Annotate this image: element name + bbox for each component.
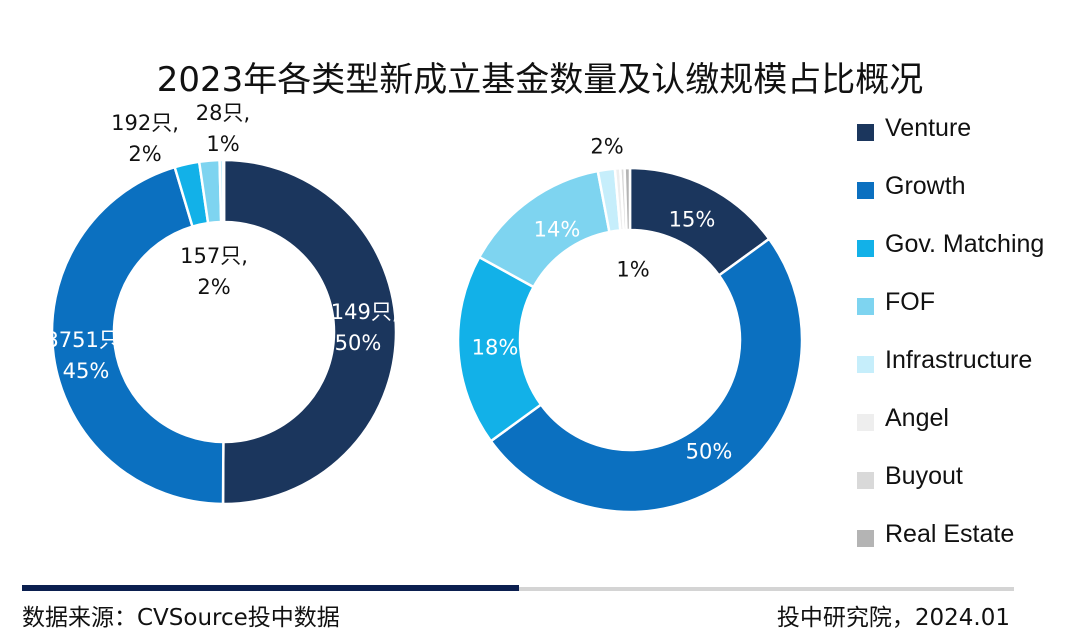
legend-swatch: [857, 356, 874, 373]
label-line: 1%: [206, 132, 240, 156]
label-line: 4149只,: [317, 300, 399, 324]
legend-label: Infrastructure: [885, 346, 1033, 374]
donut1-label-venture: 4149只, 50%: [317, 297, 398, 359]
label-line: 18%: [471, 335, 519, 360]
legend-label: Real Estate: [885, 520, 1015, 548]
legend-item-infrastructure: Infrastructure: [857, 344, 1072, 384]
donut1-label-gov-matching: 192只, 2%: [111, 108, 179, 170]
chart-title: 2023年各类型新成立基金数量及认缴规模占比概况: [156, 60, 924, 100]
label-line: 2%: [197, 275, 231, 299]
label-line: 157只,: [180, 244, 248, 268]
legend-swatch: [857, 530, 874, 547]
legend-item-angel: Angel: [857, 402, 1072, 442]
label-line: 50%: [685, 439, 733, 464]
legend-item-fof: FOF: [857, 286, 1072, 326]
donut1-label-growth: 3751只, 45%: [45, 325, 126, 387]
legend-swatch: [857, 124, 874, 141]
legend-swatch: [857, 414, 874, 431]
legend-label: Angel: [885, 404, 949, 432]
source-note: 数据来源：CVSource投中数据: [22, 605, 340, 631]
donut2-label-real-estate: 1%: [616, 255, 649, 286]
donut2-label-growth: 50%: [686, 437, 733, 468]
legend-swatch: [857, 182, 874, 199]
legend-swatch: [857, 298, 874, 315]
legend-label: Buyout: [885, 462, 963, 490]
legend-item-gov-matching: Gov. Matching: [857, 228, 1072, 268]
label-line: 15%: [668, 207, 716, 232]
label-line: 14%: [533, 217, 581, 242]
legend-label: Gov. Matching: [885, 230, 1045, 258]
legend-label: Venture: [885, 114, 972, 142]
label-line: 1%: [616, 257, 650, 282]
donut1-slice-venture: [221, 158, 398, 506]
donut2-slice-real-estate: [623, 166, 632, 232]
donut2-slice-growth: [489, 237, 804, 514]
label-line: 2%: [590, 134, 624, 159]
legend-item-growth: Growth: [857, 170, 1072, 210]
label-line: 192只,: [111, 111, 179, 135]
legend-swatch: [857, 240, 874, 257]
legend-label: FOF: [885, 288, 935, 316]
legend-item-real-estate: Real Estate: [857, 518, 1072, 558]
donut2-label-venture: 15%: [669, 205, 716, 236]
legend-swatch: [857, 472, 874, 489]
donut1-slice-growth: [50, 165, 225, 506]
footer-rule-light: [519, 587, 1014, 591]
legend-item-buyout: Buyout: [857, 460, 1072, 500]
label-line: 45%: [62, 359, 110, 383]
label-line: 50%: [334, 331, 382, 355]
donut1-label-fof: 157只, 2%: [180, 241, 248, 303]
donut2-label-gov-matching: 18%: [472, 333, 519, 364]
publisher-note: 投中研究院，2024.01: [776, 605, 1010, 631]
donut2-label-infrastructure: 2%: [590, 132, 623, 163]
legend-item-venture: Venture: [857, 112, 1072, 152]
donut1-label-infrastructure: 28只, 1%: [196, 98, 250, 160]
footer-rule-dark: [22, 585, 519, 591]
donut2-label-fof: 14%: [534, 215, 581, 246]
label-line: 28只,: [195, 101, 251, 125]
label-line: 3751只,: [45, 328, 127, 352]
label-line: 2%: [128, 142, 162, 166]
legend-label: Growth: [885, 172, 966, 200]
